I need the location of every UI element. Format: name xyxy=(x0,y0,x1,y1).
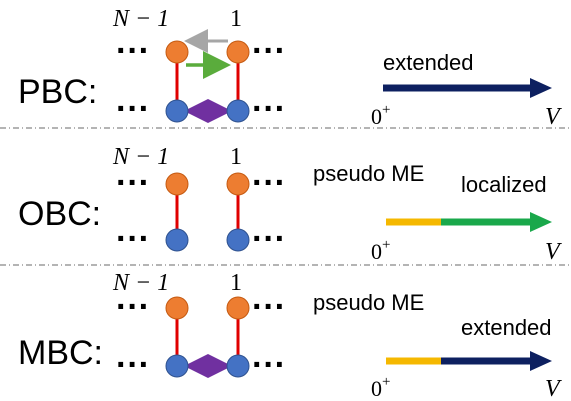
site-label-left: N − 1 xyxy=(112,144,169,170)
ellipsis-top-left: ··· xyxy=(116,288,150,326)
panel-obc: N − 1 1 OBC: ··· ··· ··· ··· pseudo ME l… xyxy=(18,144,562,265)
caption: pseudo ME xyxy=(313,290,424,315)
site-label-right: 1 xyxy=(230,6,242,32)
panel-label: MBC: xyxy=(18,334,103,372)
axis-end: V xyxy=(545,376,562,401)
phase-label: localized xyxy=(461,172,547,197)
axis-arrowhead xyxy=(530,78,552,98)
ellipsis-top-right: ··· xyxy=(252,164,286,202)
ellipsis-bottom-right: ··· xyxy=(252,346,286,384)
site-bottom-left xyxy=(165,228,189,252)
site-bottom-left xyxy=(165,354,189,378)
ellipsis-bottom-right: ··· xyxy=(252,220,286,258)
site-top-right xyxy=(226,172,250,196)
panel-pbc: N − 1 1 PBC: ··· ··· ··· ··· extended 0+… xyxy=(18,6,562,130)
ellipsis-bottom-left: ··· xyxy=(116,90,150,128)
site-top-right xyxy=(226,296,250,320)
site-label-right: 1 xyxy=(230,144,242,170)
ellipsis-top-left: ··· xyxy=(116,164,150,202)
phase-label: extended xyxy=(461,315,552,340)
site-bottom-right xyxy=(226,99,250,123)
phase-label: extended xyxy=(383,50,474,75)
panel-label: PBC: xyxy=(18,73,97,111)
axis-arrowhead xyxy=(530,212,552,232)
site-top-left xyxy=(165,40,189,64)
site-top-left xyxy=(165,296,189,320)
ellipsis-top-right: ··· xyxy=(252,288,286,326)
site-bottom-right xyxy=(226,354,250,378)
axis-end: V xyxy=(545,104,562,130)
axis-start: 0+ xyxy=(371,374,390,401)
axis-start: 0+ xyxy=(371,237,390,264)
site-top-right xyxy=(226,40,250,64)
ellipsis-bottom-left: ··· xyxy=(116,346,150,384)
axis-arrowhead xyxy=(530,351,552,371)
axis-start: 0+ xyxy=(371,102,390,129)
site-label-left: N − 1 xyxy=(112,6,169,32)
panel-label: OBC: xyxy=(18,195,101,233)
ellipsis-bottom-right: ··· xyxy=(252,90,286,128)
site-label-left: N − 1 xyxy=(112,270,169,296)
ellipsis-top-right: ··· xyxy=(252,32,286,70)
site-bottom-left xyxy=(165,99,189,123)
site-bottom-right xyxy=(226,228,250,252)
caption: pseudo ME xyxy=(313,161,424,186)
panel-mbc: N − 1 1 MBC: ··· ··· ··· ··· pseudo ME e… xyxy=(18,270,562,401)
axis-end: V xyxy=(545,239,562,265)
ellipsis-top-left: ··· xyxy=(116,32,150,70)
site-top-left xyxy=(165,172,189,196)
site-label-right: 1 xyxy=(230,270,242,296)
ellipsis-bottom-left: ··· xyxy=(116,220,150,258)
